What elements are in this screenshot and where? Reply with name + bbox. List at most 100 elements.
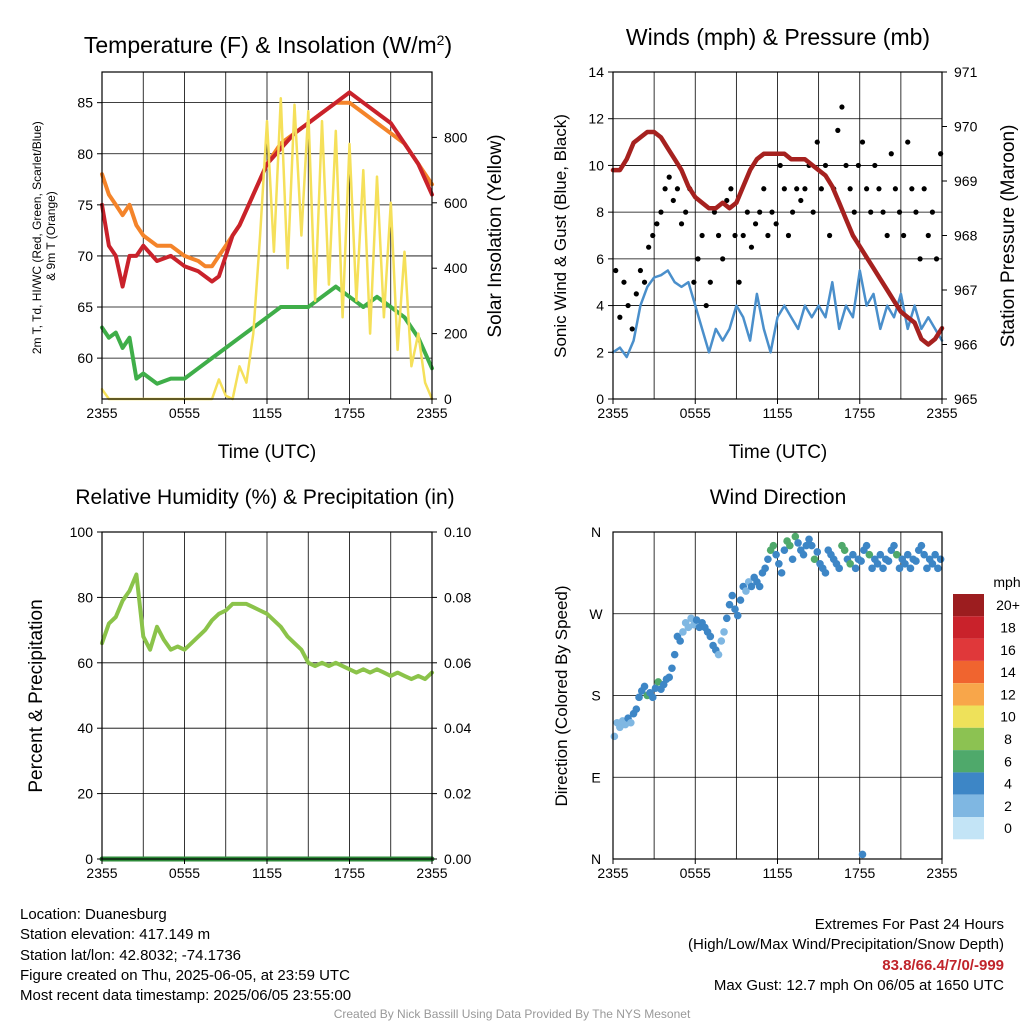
legend-label: 20+ (996, 597, 1020, 613)
gust-point (892, 186, 898, 192)
precipitation-y-ticks: 0.00 0.02 0.04 0.06 0.08 0.10 (432, 524, 471, 867)
legend-label: 2 (1004, 798, 1012, 814)
gust-point (646, 244, 652, 250)
direction-point (928, 559, 937, 568)
x-tick-label: 2355 (926, 865, 957, 881)
humidity-x-ticks: 2355 0555 1155 1755 2355 (86, 859, 448, 881)
y-tick-label: 20 (77, 786, 93, 802)
gust-point (621, 279, 627, 285)
station-location: Location: Duanesburg (20, 906, 167, 923)
y-tick-label: 60 (77, 350, 93, 366)
speed-legend: mph 20+ 18 16 14 12 10 8 6 4 2 0 (953, 574, 1021, 840)
gust-point (802, 186, 808, 192)
x-tick-label: 2355 (86, 865, 117, 881)
x-tick-label: 2355 (416, 865, 447, 881)
gust-point (641, 279, 648, 285)
direction-point (676, 637, 684, 645)
gust-point (913, 209, 919, 215)
gust-point (654, 221, 660, 227)
direction-point (920, 550, 928, 559)
direction-point (903, 550, 912, 559)
gust-point (851, 209, 857, 215)
direction-point (840, 546, 849, 554)
y2-tick-label: 970 (954, 119, 978, 135)
direction-point (813, 548, 822, 556)
legend-label: 12 (1000, 686, 1016, 702)
x-tick-label: 2355 (597, 405, 628, 421)
gust-point (917, 256, 923, 262)
gust-point (658, 209, 664, 215)
direction-point (810, 555, 819, 564)
legend-swatch (953, 727, 984, 751)
gust-point (683, 209, 689, 215)
y-tick-label: 14 (588, 64, 604, 80)
direction-point (807, 541, 816, 550)
direction-x-ticks: 2355 0555 1155 1755 2355 (597, 859, 958, 881)
legend-swatch (953, 750, 984, 773)
series-line (100, 572, 434, 682)
y-tick-label: 70 (77, 248, 93, 264)
direction-point (786, 541, 794, 550)
gust-point (888, 151, 894, 157)
direction-point (665, 673, 674, 682)
direction-point (890, 541, 898, 550)
direction-point (858, 850, 867, 859)
gust-point (637, 267, 644, 274)
x-tick-label: 0555 (169, 865, 200, 881)
winds-panel: Winds (mph) & Pressure (mb) 02468101214 … (551, 24, 1019, 463)
x-tick-label: 0555 (680, 865, 711, 881)
gust-point (724, 197, 730, 204)
direction-y-label: Direction (Colored By Speed) (552, 585, 571, 806)
temperature-title: Temperature (F) & Insolation (W/m2) (84, 32, 452, 58)
legend-swatch (953, 638, 984, 661)
gust-point (777, 162, 783, 169)
humidity-y-ticks: 0 20 40 60 80 100 (70, 524, 102, 867)
y-tick-label: 0 (85, 851, 93, 867)
insolation-y-ticks: 0 200 400 600 800 (432, 129, 468, 407)
y2-tick-label: 971 (954, 64, 978, 80)
gust-point (810, 209, 816, 215)
gust-point (921, 186, 927, 192)
direction-point (934, 564, 942, 573)
gust-point (736, 279, 742, 285)
legend-swatch (953, 660, 984, 684)
legend-label: 4 (1004, 776, 1012, 792)
gust-point (633, 291, 639, 297)
temperature-y-label-line2: & 9m T (Orange) (44, 191, 58, 281)
gust-point (872, 162, 878, 169)
gust-point (678, 221, 685, 227)
extremes-title: Extremes For Past 24 Hours (814, 916, 1004, 933)
insolation-y-label: Solar Insolation (Yellow) (485, 134, 506, 337)
y2-tick-label: 600 (444, 195, 468, 211)
gust-point (847, 186, 853, 192)
extremes-values: 83.8/66.4/7/0/-999 (882, 956, 1004, 974)
y-tick-label: 2 (596, 344, 604, 360)
y-tick-label: 8 (596, 204, 604, 220)
gust-point (839, 104, 845, 110)
y-tick-label: 12 (588, 111, 604, 127)
gust-point (765, 232, 771, 239)
gust-point (785, 232, 792, 239)
direction-point (777, 569, 786, 577)
direction-point (775, 559, 783, 568)
direction-point (936, 555, 945, 564)
y-tick-label: 75 (77, 197, 93, 213)
y2-tick-label: 0.00 (444, 851, 471, 867)
gust-point (650, 232, 656, 239)
x-tick-label: 1155 (252, 405, 282, 421)
gust-point (629, 326, 635, 332)
direction-point (931, 550, 939, 559)
gust-point (757, 209, 763, 215)
direction-point (865, 550, 874, 559)
y-tick-label: 6 (596, 251, 604, 267)
y-tick-label: N (591, 524, 601, 540)
x-tick-label: 2355 (416, 405, 447, 421)
gust-point (781, 186, 787, 192)
direction-point (668, 664, 676, 673)
gust-point (625, 302, 631, 309)
y2-tick-label: 0.06 (444, 655, 471, 671)
gust-point (761, 186, 767, 192)
direction-point (917, 541, 926, 550)
y-tick-label: E (591, 769, 600, 785)
